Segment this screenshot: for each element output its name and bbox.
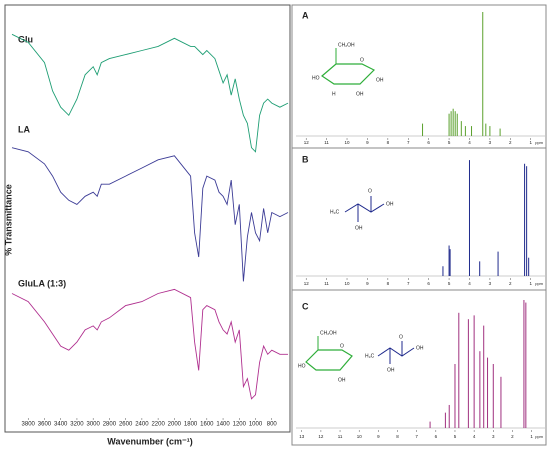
x-tick-label: 1 [530, 434, 533, 439]
bond [377, 347, 415, 357]
x-tick-label: 3 [489, 140, 492, 145]
x-tick-label: 3400 [54, 422, 68, 428]
x-tick-label: 7 [407, 140, 410, 145]
x-tick-label: 5 [454, 434, 457, 439]
spectrum-line [11, 33, 289, 153]
x-tick-label: 9 [366, 140, 369, 145]
spectrum-line [11, 288, 288, 400]
x-tick-label: 1400 [216, 422, 230, 428]
x-axis-label: ppm [535, 140, 543, 145]
x-tick-label: 3600 [38, 422, 52, 428]
x-tick-label: 800 [267, 422, 278, 428]
structure-label: H [332, 91, 336, 97]
structure-label: H₃C [365, 353, 375, 359]
x-tick-label: 12 [318, 434, 324, 439]
series-label: Glu [18, 34, 33, 44]
x-tick-label: 12 [304, 281, 310, 286]
nmr-b-frame [291, 147, 547, 291]
structure-label: OH [355, 225, 363, 231]
structure-label: OH [416, 345, 424, 351]
panel-label: A [302, 10, 309, 20]
x-tick-label: 2 [509, 281, 512, 286]
x-tick-label: 2400 [135, 422, 149, 428]
x-tick-label: 5 [448, 281, 451, 286]
x-tick-label: 2800 [103, 422, 117, 428]
x-tick-label: 1000 [249, 422, 263, 428]
x-tick-label: 8 [387, 281, 390, 286]
panel-label: B [302, 154, 309, 164]
x-axis-label: ppm [535, 281, 543, 286]
x-axis-label: ppm [535, 434, 543, 439]
x-tick-label: 3800 [22, 422, 36, 428]
series-label: GluLA (1:3) [18, 278, 66, 288]
x-tick-label: 13 [299, 434, 305, 439]
x-tick-label: 4 [468, 140, 471, 145]
structure-label: OH [356, 91, 364, 97]
x-tick-label: 4 [473, 434, 476, 439]
x-tick-label: 1 [529, 140, 532, 145]
x-tick-label: 3 [492, 434, 495, 439]
x-tick-label: 6 [427, 140, 430, 145]
structure-label: HO [298, 363, 306, 369]
x-tick-label: 2000 [168, 422, 182, 428]
x-tick-label: 7 [407, 281, 410, 286]
ring [305, 349, 353, 371]
x-tick-label: 1200 [233, 422, 247, 428]
x-tick-label: 11 [324, 281, 329, 286]
x-tick-label: 10 [345, 281, 351, 286]
structure-label: O [360, 57, 364, 63]
structure-label: O [340, 343, 344, 349]
x-tick-label: 10 [345, 140, 351, 145]
x-tick-label: 4 [468, 281, 471, 286]
x-tick-label: 3000 [86, 422, 100, 428]
x-tick-label: 3 [489, 281, 492, 286]
x-tick-label: 2200 [151, 422, 165, 428]
ring [321, 63, 376, 85]
panel-label: C [302, 301, 309, 311]
x-tick-label: 1 [529, 281, 532, 286]
x-tick-label: 9 [366, 281, 369, 286]
x-tick-label: 1600 [200, 422, 214, 428]
structure-label: O [399, 334, 403, 340]
x-tick-label: 3200 [70, 422, 84, 428]
x-tick-label: 9 [377, 434, 380, 439]
x-tick-label: 12 [304, 140, 310, 145]
x-tick-label: 1800 [184, 422, 198, 428]
x-tick-label: 11 [324, 140, 329, 145]
structure-label: OH [387, 367, 395, 373]
x-tick-label: 5 [448, 140, 451, 145]
nmr-a-frame [291, 4, 547, 149]
x-tick-label: 2 [511, 434, 514, 439]
structure-label: H₃C [330, 209, 340, 215]
x-tick-label: 2 [509, 140, 512, 145]
structure-label: HO [312, 75, 320, 81]
ftir-frame [4, 4, 291, 433]
bond [344, 203, 385, 213]
x-tick-label: 6 [427, 281, 430, 286]
x-tick-label: 6 [435, 434, 438, 439]
series-label: LA [18, 124, 30, 134]
structure-label: O [368, 188, 372, 194]
x-tick-label: 8 [396, 434, 399, 439]
nmr-c-frame [291, 289, 547, 446]
structure-label: CH₂OH [320, 330, 337, 336]
x-tick-label: 2600 [119, 422, 133, 428]
x-axis-label: Wavenumber (cm⁻¹) [107, 436, 192, 446]
x-tick-label: 7 [415, 434, 418, 439]
y-axis-label: % Transmittance [3, 184, 13, 256]
structure-label: OH [338, 377, 346, 383]
x-tick-label: 10 [357, 434, 363, 439]
x-tick-label: 11 [338, 434, 343, 439]
structure-label: OH [376, 77, 384, 83]
spectrum-line [11, 147, 289, 282]
structure-label: OH [386, 201, 394, 207]
structure-label: CH₂OH [338, 42, 355, 48]
x-tick-label: 8 [387, 140, 390, 145]
